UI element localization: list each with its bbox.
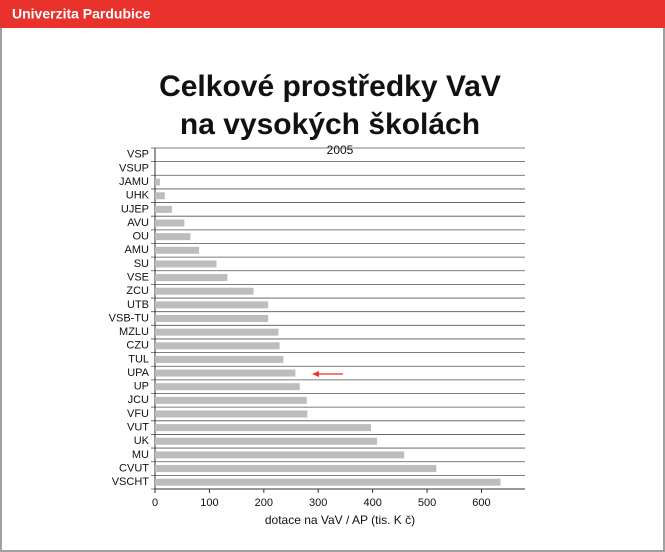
y-tick-label: CZU — [126, 340, 149, 352]
y-tick-label: VUT — [127, 422, 149, 434]
y-tick-label: UHK — [126, 190, 150, 202]
y-tick-label: SU — [134, 258, 149, 270]
bar — [155, 233, 191, 241]
x-tick-label: 500 — [418, 497, 436, 509]
y-tick-label: MZLU — [119, 326, 149, 338]
chart-title: Celkové prostředky VaV — [159, 70, 501, 103]
y-tick-label: CVUT — [119, 462, 149, 474]
x-tick-label: 600 — [472, 497, 490, 509]
header-title: Univerzita Pardubice — [12, 6, 151, 22]
y-tick-label: UPA — [127, 367, 149, 379]
chart-subtitle: 2005 — [327, 143, 354, 157]
bar — [155, 246, 200, 254]
bar — [155, 437, 377, 445]
bar — [155, 478, 501, 486]
y-tick-label: JCU — [128, 394, 149, 406]
y-tick-label: UK — [134, 435, 150, 447]
bar — [155, 219, 185, 227]
bar — [155, 369, 296, 377]
bar — [155, 287, 254, 295]
bar — [155, 178, 160, 186]
y-tick-label: ZCU — [126, 285, 149, 297]
y-tick-label: OU — [133, 231, 150, 243]
bar — [155, 383, 300, 391]
bar — [155, 465, 437, 473]
bar — [155, 205, 172, 213]
y-tick-label: UP — [134, 381, 149, 393]
y-tick-label: UJEP — [121, 203, 149, 215]
x-axis-label: dotace na VaV / AP (tis. K č) — [265, 513, 415, 527]
bar — [155, 260, 217, 268]
bar — [155, 424, 372, 432]
bar — [155, 301, 269, 309]
x-tick-label: 300 — [309, 497, 327, 509]
y-tick-label: VSCHT — [112, 476, 150, 488]
header-bar — [0, 0, 665, 28]
x-tick-label: 400 — [363, 497, 381, 509]
bar — [155, 342, 280, 350]
bar — [155, 410, 308, 418]
bar — [155, 451, 405, 459]
bar — [155, 328, 279, 336]
y-tick-label: VFU — [127, 408, 149, 420]
bar — [155, 274, 228, 282]
y-tick-label: JAMU — [119, 176, 149, 188]
y-tick-label: TUL — [128, 353, 149, 365]
x-tick-label: 100 — [200, 497, 218, 509]
y-tick-label: AMU — [125, 244, 150, 256]
y-tick-label: VSUP — [119, 162, 149, 174]
y-tick-label: AVU — [127, 217, 149, 229]
y-tick-label: VSB-TU — [109, 312, 149, 324]
bar — [155, 315, 269, 322]
bar — [155, 396, 307, 404]
y-tick-label: UTB — [127, 299, 149, 311]
bar — [155, 192, 165, 200]
y-tick-label: VSE — [127, 271, 149, 283]
x-tick-label: 0 — [152, 497, 158, 509]
chart-title: na vysokých školách — [180, 108, 480, 141]
y-tick-label: VSP — [127, 149, 149, 161]
annotation-arrow — [312, 371, 343, 377]
x-tick-label: 200 — [255, 497, 273, 509]
bar — [155, 355, 284, 363]
y-tick-label: MU — [132, 449, 149, 461]
